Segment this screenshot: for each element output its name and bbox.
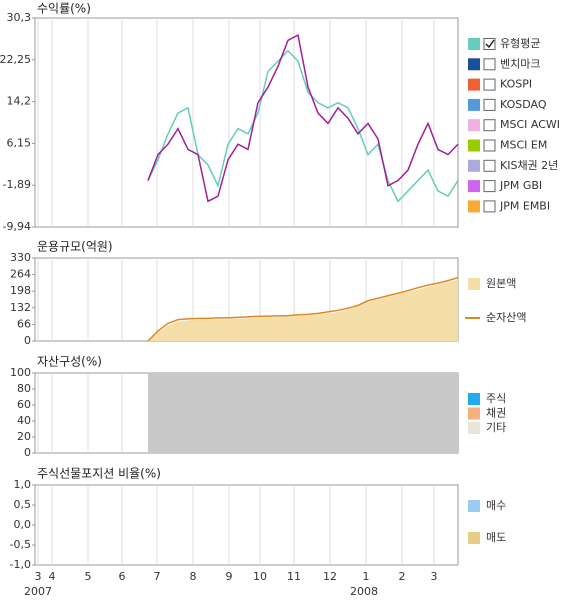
checkbox[interactable] — [483, 58, 496, 71]
y-tick-label: 0 — [24, 446, 31, 459]
legend-swatch — [468, 119, 480, 132]
y-tick-label: 330 — [10, 251, 31, 264]
checkbox[interactable] — [483, 139, 496, 152]
legend-label: 매도 — [486, 531, 506, 544]
x-tick-label: 3 — [35, 570, 42, 583]
x-tick-label: 5 — [85, 570, 92, 583]
legend-swatch — [468, 500, 480, 512]
y-tick-label: 1,0 — [14, 478, 32, 491]
x-tick-label: 8 — [190, 570, 197, 583]
line — [147, 49, 459, 203]
line — [147, 34, 459, 203]
y-tick-label: 14,2 — [7, 95, 32, 108]
legend-label: MSCI EM — [500, 139, 547, 152]
x-tick-label: 2 — [399, 570, 406, 583]
y-tick-label: 0 — [24, 334, 31, 347]
y-tick-label: -9,94 — [3, 220, 31, 233]
x-tick-label: 11 — [287, 570, 301, 583]
legend-swatch — [468, 200, 480, 213]
x-tick-label: 1 — [363, 570, 370, 583]
legend-swatch — [468, 159, 480, 172]
legend-swatch — [468, 78, 480, 91]
legend-swatch — [468, 180, 480, 193]
x-tick-label: 4 — [49, 570, 56, 583]
y-tick-label: -1,0 — [10, 558, 31, 571]
y-tick-label: 0,0 — [14, 518, 32, 531]
panel-title: 주식선물포지션 비율(%) — [37, 467, 161, 481]
x-tick-label: 7 — [154, 570, 161, 583]
x-tick-label: 10 — [253, 570, 267, 583]
y-tick-label: 264 — [10, 268, 31, 281]
y-tick-label: 60 — [17, 398, 31, 411]
check-mark — [485, 39, 495, 49]
y-tick-label: 66 — [17, 317, 31, 330]
legend-label: 원본액 — [486, 277, 516, 290]
legend-label: JPM GBI — [499, 179, 542, 192]
legend-swatch — [468, 98, 480, 111]
legend-label: JPM EMBI — [499, 199, 550, 212]
y-tick-label: 40 — [17, 414, 31, 427]
legend-label: 매수 — [486, 499, 506, 512]
y-tick-label: 132 — [10, 301, 31, 314]
y-tick-label: -1,89 — [3, 178, 31, 191]
checkbox[interactable] — [483, 159, 496, 172]
x-tick-label: 6 — [119, 570, 126, 583]
x-tick-label: 3 — [431, 570, 438, 583]
plot-frame — [34, 17, 459, 228]
area — [148, 279, 458, 341]
legend-label: 기타 — [486, 421, 506, 434]
checkbox[interactable] — [483, 38, 496, 50]
y-tick-label: 20 — [17, 430, 31, 443]
checkbox[interactable] — [483, 119, 496, 132]
legend-label: MSCI ACWI — [500, 118, 560, 131]
legend-label: 순자산액 — [486, 311, 526, 324]
panel-title: 자산구성(%) — [37, 355, 102, 369]
line — [147, 276, 459, 342]
y-tick-label: 0,5 — [14, 498, 32, 511]
year-label: 2008 — [350, 585, 378, 598]
legend-swatch — [468, 38, 480, 50]
x-tick-label: 9 — [226, 570, 233, 583]
checkbox[interactable] — [483, 200, 496, 213]
legend-swatch — [468, 58, 480, 71]
legend-swatch — [468, 278, 480, 290]
x-tick-label: 12 — [323, 570, 337, 583]
legend-label: 채권 — [486, 407, 506, 420]
y-tick-label: 6,15 — [7, 136, 32, 149]
y-tick-label: 100 — [10, 366, 31, 379]
legend-swatch — [468, 407, 480, 420]
legend-label: KOSDAQ — [500, 98, 547, 111]
legend-swatch — [468, 532, 480, 544]
y-tick-label: 30,3 — [7, 11, 32, 24]
checkbox[interactable] — [483, 180, 496, 193]
area — [148, 373, 458, 453]
y-tick-label: 198 — [10, 284, 31, 297]
legend-label: 유형평균 — [500, 37, 540, 50]
y-tick-label: -0,5 — [10, 538, 31, 551]
year-label: 2007 — [24, 585, 52, 598]
legend-swatch — [468, 393, 480, 405]
legend-label: 주식 — [486, 392, 506, 405]
checkbox[interactable] — [483, 98, 496, 111]
checkbox[interactable] — [483, 78, 496, 91]
panel-title: 운용규모(억원) — [37, 240, 113, 254]
legend-label: KOSPI — [500, 78, 532, 91]
plot-frame — [34, 484, 459, 566]
y-tick-label: 80 — [17, 382, 31, 395]
legend-label: 벤치마크 — [500, 57, 540, 70]
legend-label: KIS채권 2년 — [500, 159, 558, 172]
panel-title: 수익률(%) — [37, 2, 91, 16]
legend-swatch — [468, 139, 480, 152]
y-tick-label: 22,25 — [0, 53, 31, 66]
legend-swatch — [468, 422, 480, 434]
